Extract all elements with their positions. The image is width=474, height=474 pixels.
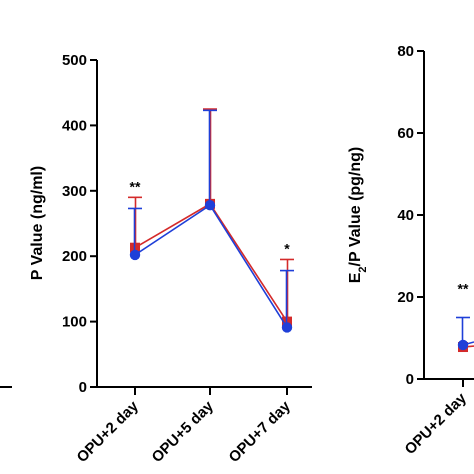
p1-annotation-0: **	[130, 178, 141, 194]
p2-ylabel-sub: 2	[357, 266, 369, 272]
p1-series-group	[128, 108, 294, 333]
p2-annotation-0: **	[458, 281, 469, 297]
p2-ylabel-main: E	[347, 272, 364, 283]
p1-ytick-label-2: 200	[62, 248, 87, 265]
p1-x-ticks: OPU+2 day OPU+5 day OPU+7 day	[74, 387, 295, 466]
p1-annotation-2: *	[284, 240, 290, 256]
p1-y-axis-label: P Value (ng/ml)	[29, 166, 46, 280]
p2-ytick-label-3: 60	[397, 125, 414, 142]
p1-series-1-point-1	[204, 199, 216, 211]
p1-category-label-0: OPU+2 day	[74, 397, 143, 466]
p1-series-1-point-0	[129, 249, 141, 261]
p1-ytick-label-4: 400	[62, 117, 87, 134]
p1-ytick-label-5: 500	[62, 52, 87, 69]
p1-ytick-label-3: 300	[62, 183, 87, 200]
p1-series-0-line	[134, 202, 288, 323]
p2-series-group	[456, 316, 474, 353]
p2-ytick-label-0: 0	[406, 371, 414, 388]
p2-x-ticks: OPU+2 day	[402, 379, 471, 458]
p2-ytick-label-2: 40	[397, 207, 414, 224]
p2-ytick-label-4: 80	[397, 43, 414, 60]
p1-annotations: ***	[130, 178, 291, 256]
p2-annotations: **	[458, 281, 469, 297]
p1-series-1-point-2	[281, 322, 293, 333]
p2-ytick-label-1: 20	[397, 289, 414, 306]
p2-y-axis-label: E2/P Value (pg/ng)	[347, 147, 369, 284]
p1-ytick-label-0: 0	[79, 379, 87, 396]
p2-category-label-0: OPU+2 day	[402, 389, 471, 458]
p1-category-label-2: OPU+7 day	[226, 397, 295, 466]
p1-ytick-label-1: 100	[62, 314, 87, 331]
p1-y-ticks: 0 100 200 300 400 500	[62, 52, 97, 396]
p2-series-1-point-0	[457, 339, 469, 351]
p1-category-label-1: OPU+5 day	[149, 397, 218, 466]
p-value-chart: 0 100 200 300 400 500 OPU+2 day OPU+5 day OPU+7…	[29, 52, 312, 466]
p2-y-ticks: 0 20 40 60 80	[397, 43, 424, 388]
p1-series-1-line	[134, 204, 288, 328]
e2-p-ratio-chart: 0 20 40 60 80 OPU+2 day E2/P Value (pg/ng) *…	[347, 43, 474, 458]
p2-ylabel-rest: /P Value (pg/ng)	[347, 147, 364, 267]
